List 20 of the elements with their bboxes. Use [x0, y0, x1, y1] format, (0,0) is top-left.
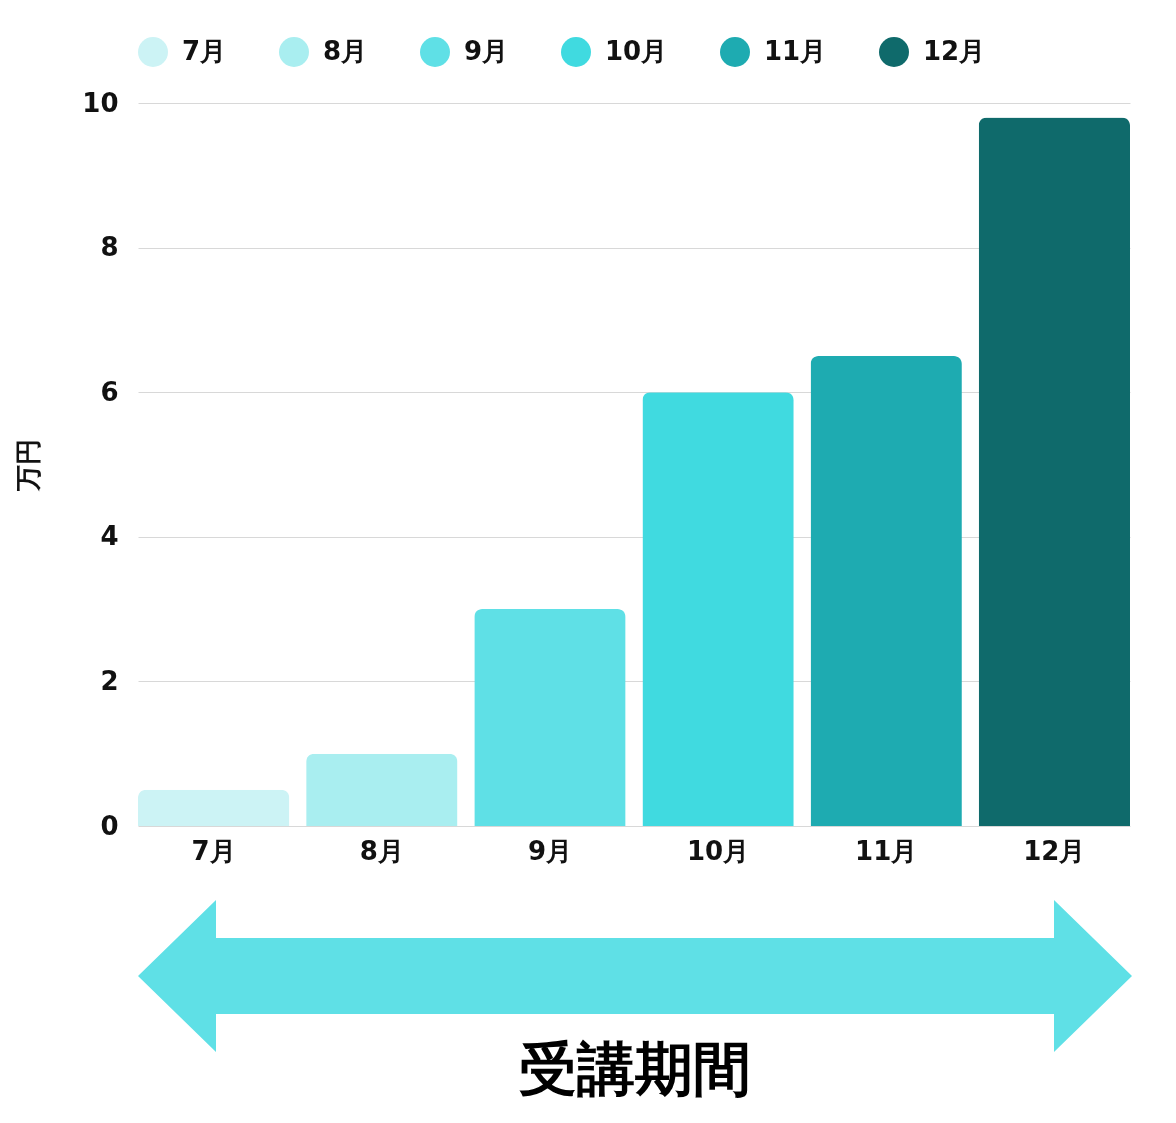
x-tick-label: 10月 — [686, 835, 750, 866]
y-tick-label: 10 — [82, 87, 119, 118]
y-tick-label: 0 — [100, 810, 119, 841]
legend-label: 8月 — [323, 36, 368, 66]
y-tick-label: 8 — [100, 232, 119, 263]
x-tick-label: 9月 — [527, 835, 572, 866]
y-tick-label: 2 — [100, 665, 119, 696]
y-tick-label: 6 — [100, 376, 119, 407]
x-tick-label: 7月 — [191, 835, 236, 866]
legend-label: 9月 — [464, 36, 509, 66]
legend-label: 7月 — [182, 36, 227, 66]
x-tick-label: 12月 — [1023, 835, 1086, 866]
legend-label: 12月 — [923, 36, 986, 66]
y-axis-title: 万円 — [13, 439, 44, 492]
legend-label: 10月 — [605, 36, 668, 66]
x-tick-label: 8月 — [359, 835, 404, 866]
legend-label: 11月 — [764, 36, 827, 66]
y-tick-label: 4 — [100, 521, 119, 552]
x-tick-label: 11月 — [855, 835, 918, 866]
x-axis-title: 受講期間 — [518, 1034, 751, 1103]
